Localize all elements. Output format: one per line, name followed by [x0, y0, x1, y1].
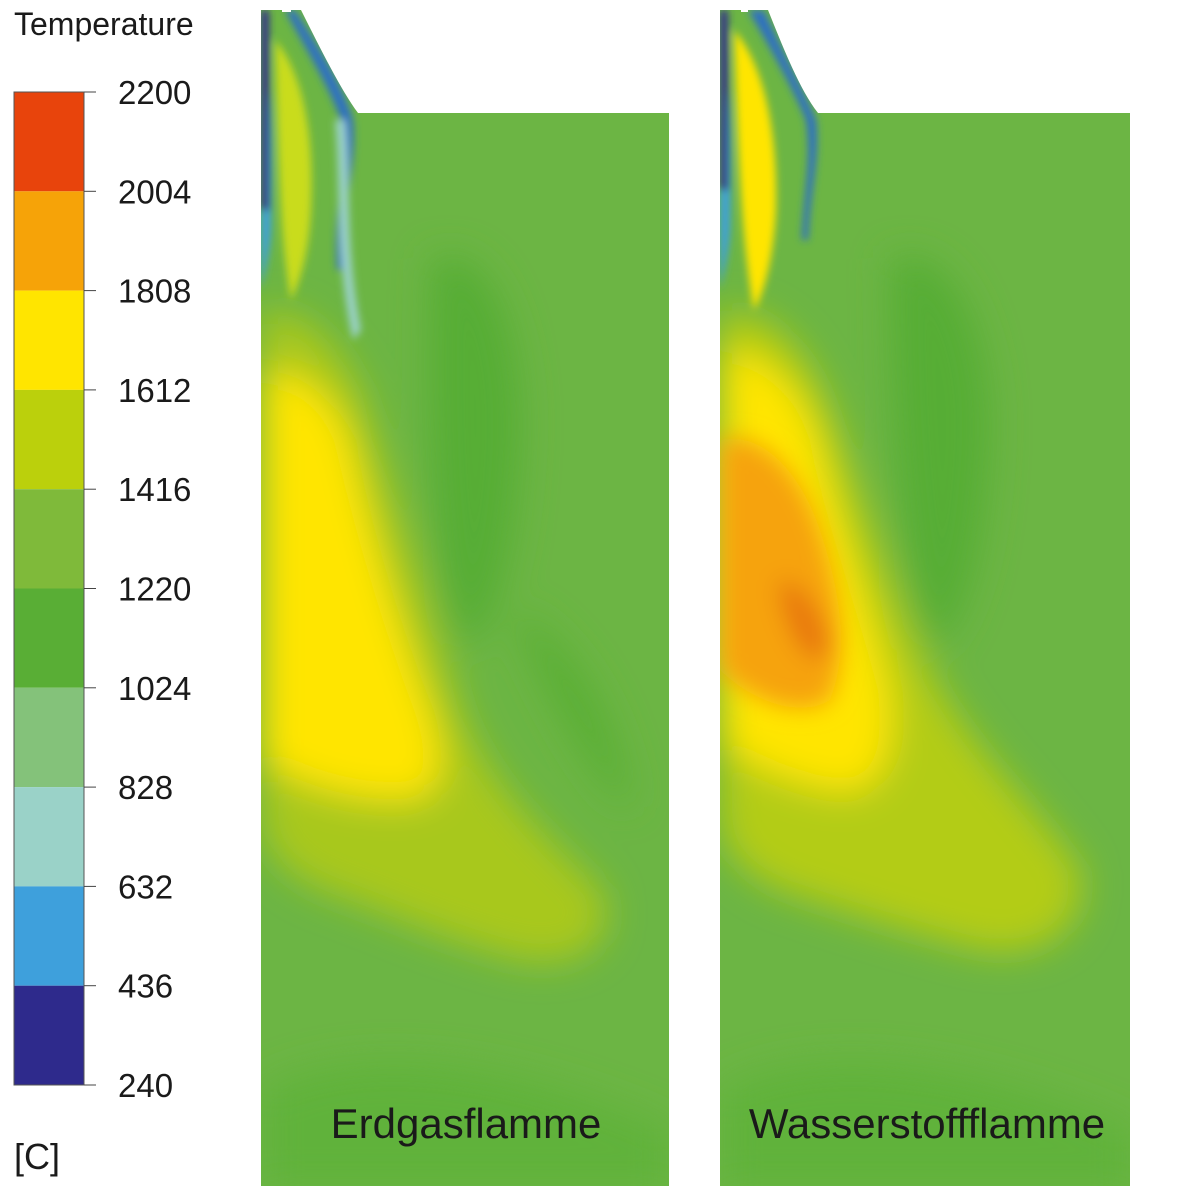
- colorbar-level-436-632: [14, 886, 84, 986]
- inlet-jet-zone: [720, 10, 728, 190]
- recirculation-zone: [429, 256, 521, 650]
- colorbar-level-632-828: [14, 787, 84, 887]
- colorbar-tick-label: 1416: [118, 471, 191, 508]
- colorbar-tick-label: 632: [118, 868, 173, 905]
- recirculation-zone: [890, 256, 990, 650]
- colorbar-tick-label: 1808: [118, 273, 191, 310]
- flame-core-zone: [261, 370, 441, 800]
- inlet-jet-zone: [261, 10, 269, 210]
- colorbar-level-1416-1612: [14, 389, 84, 490]
- wasserstoffflamme-contour-panel: [720, 10, 1130, 1186]
- erdgasflamme-contour-panel: [261, 10, 669, 1186]
- colorbar-level-1808-2004: [14, 191, 84, 291]
- legend-title: Temperature: [14, 6, 194, 42]
- colorbar-level-240-436: [14, 985, 84, 1085]
- colorbar-level-828-1024: [14, 687, 84, 788]
- bottom-cool-zone: [720, 1062, 1130, 1186]
- panel-label-wasserstoffflamme: Wasserstoffflamme: [748, 1100, 1106, 1147]
- colorbar-tick-label: 828: [118, 769, 173, 806]
- air-mixing-zone: [335, 120, 361, 340]
- colorbar-level-2004-2200: [14, 92, 84, 192]
- colorbar-tick-label: 436: [118, 968, 173, 1005]
- colorbar-tick-label: 2200: [118, 80, 191, 111]
- colorbar-level-1220-1416: [14, 489, 84, 589]
- ignition-zone: [734, 30, 777, 310]
- peak-temperature-zone: [779, 580, 829, 660]
- outer-vortex-zone: [511, 610, 631, 810]
- colorbar-tick-label: 1220: [118, 571, 191, 608]
- colorbar-level-1024-1220: [14, 588, 84, 688]
- air-stream-zone: [748, 10, 817, 240]
- temperature-colorbar: 2200 2004 1808 1612 1416 1220 1024 828 632 436 240: [13, 80, 191, 1100]
- air-stream-zone: [285, 10, 354, 270]
- bottom-cool-zone: [261, 1062, 669, 1186]
- colorbar-level-1612-1808: [14, 290, 84, 390]
- colorbar-tick-label: 1612: [118, 372, 191, 409]
- colorbar-tick-label: 2004: [118, 173, 191, 210]
- panel-label-erdgasflamme: Erdgasflamme: [330, 1100, 602, 1147]
- legend-unit: [C]: [14, 1136, 61, 1177]
- colorbar-tick-label: 240: [118, 1067, 173, 1100]
- ignition-zone: [275, 40, 312, 300]
- colorbar-tick-label: 1024: [118, 670, 191, 707]
